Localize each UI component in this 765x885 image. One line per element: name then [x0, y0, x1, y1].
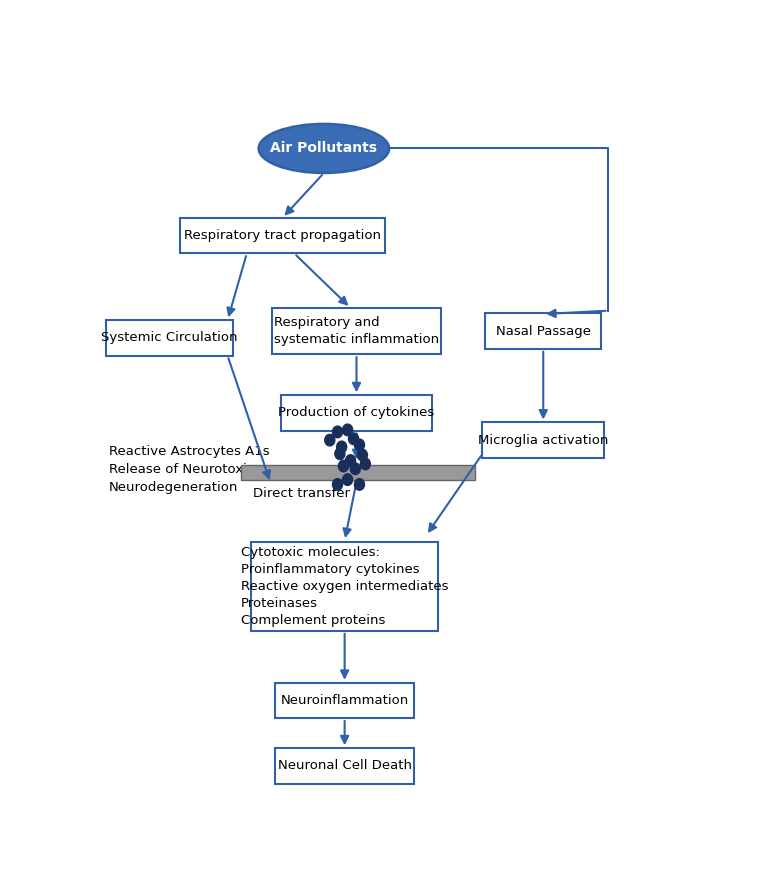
Text: Reactive Astrocytes A1s
Release of Neurotoxins
Neurodegeneration: Reactive Astrocytes A1s Release of Neuro…: [109, 445, 269, 494]
FancyBboxPatch shape: [275, 748, 415, 783]
Text: Nasal Passage: Nasal Passage: [496, 325, 591, 337]
Text: Respiratory tract propagation: Respiratory tract propagation: [184, 229, 381, 242]
Circle shape: [354, 479, 364, 490]
Text: Neuroinflammation: Neuroinflammation: [281, 694, 409, 707]
Circle shape: [325, 435, 335, 446]
Circle shape: [335, 448, 345, 459]
FancyBboxPatch shape: [106, 320, 233, 356]
Text: Production of cytokines: Production of cytokines: [278, 406, 435, 419]
Text: Respiratory and
systematic inflammation: Respiratory and systematic inflammation: [274, 316, 439, 346]
FancyBboxPatch shape: [275, 682, 415, 718]
FancyBboxPatch shape: [483, 422, 604, 458]
FancyBboxPatch shape: [281, 395, 432, 431]
Circle shape: [333, 479, 343, 490]
Text: Direct transfer: Direct transfer: [252, 487, 350, 500]
Circle shape: [338, 460, 349, 472]
Circle shape: [333, 427, 343, 438]
Circle shape: [343, 424, 353, 435]
Ellipse shape: [259, 124, 389, 173]
FancyBboxPatch shape: [486, 313, 601, 349]
Circle shape: [337, 441, 347, 453]
FancyBboxPatch shape: [272, 308, 441, 354]
Circle shape: [349, 433, 359, 444]
FancyBboxPatch shape: [241, 466, 475, 481]
Text: Cytotoxic molecules:
Proinflammatory cytokines
Reactive oxygen intermediates
Pro: Cytotoxic molecules: Proinflammatory cyt…: [241, 546, 448, 627]
Circle shape: [354, 439, 364, 450]
Circle shape: [360, 458, 370, 470]
Circle shape: [343, 473, 353, 486]
Text: Systemic Circulation: Systemic Circulation: [102, 331, 238, 344]
Text: Air Pollutants: Air Pollutants: [270, 142, 377, 156]
FancyBboxPatch shape: [251, 543, 438, 631]
Text: Microglia activation: Microglia activation: [478, 434, 608, 447]
Circle shape: [350, 463, 360, 474]
FancyBboxPatch shape: [180, 218, 385, 253]
Circle shape: [357, 450, 367, 461]
Text: Neuronal Cell Death: Neuronal Cell Death: [278, 759, 412, 773]
Circle shape: [346, 455, 356, 466]
